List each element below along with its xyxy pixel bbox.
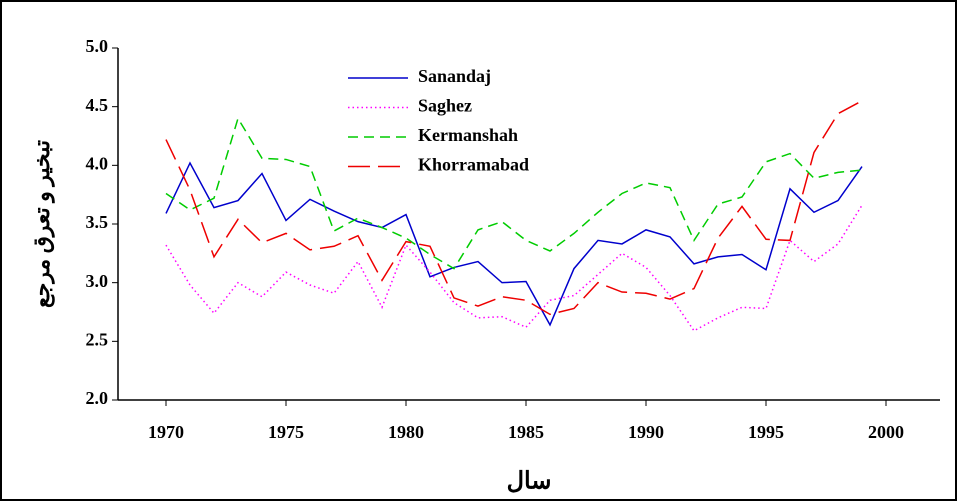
x-axis-label: سال (507, 469, 552, 495)
y-tick-label: 2.0 (86, 388, 109, 408)
legend-label: Sanandaj (418, 66, 491, 86)
legend-label: Khorramabad (418, 155, 529, 175)
y-tick-label: 3.5 (86, 212, 109, 232)
series-line (165, 161, 863, 327)
x-tick-label: 2000 (868, 422, 904, 442)
y-tick-label: 4.0 (86, 153, 109, 173)
legend-label: Kermanshah (418, 125, 518, 145)
series-line (165, 100, 863, 316)
y-tick-label: 5.0 (86, 36, 109, 56)
legend-label: Saghez (418, 96, 472, 116)
x-tick-label: 1985 (508, 422, 544, 442)
y-axis-label: تبخیر و تعرق مرجع (29, 140, 55, 308)
x-tick-label: 1975 (268, 422, 304, 442)
x-tick-label: 1990 (628, 422, 664, 442)
y-tick-label: 4.5 (86, 95, 109, 115)
series-line (165, 204, 863, 332)
y-tick-label: 2.5 (86, 329, 109, 349)
y-tick-label: 3.0 (86, 271, 109, 291)
x-tick-label: 1970 (148, 422, 184, 442)
x-tick-label: 1995 (748, 422, 784, 442)
x-tick-label: 1980 (388, 422, 424, 442)
